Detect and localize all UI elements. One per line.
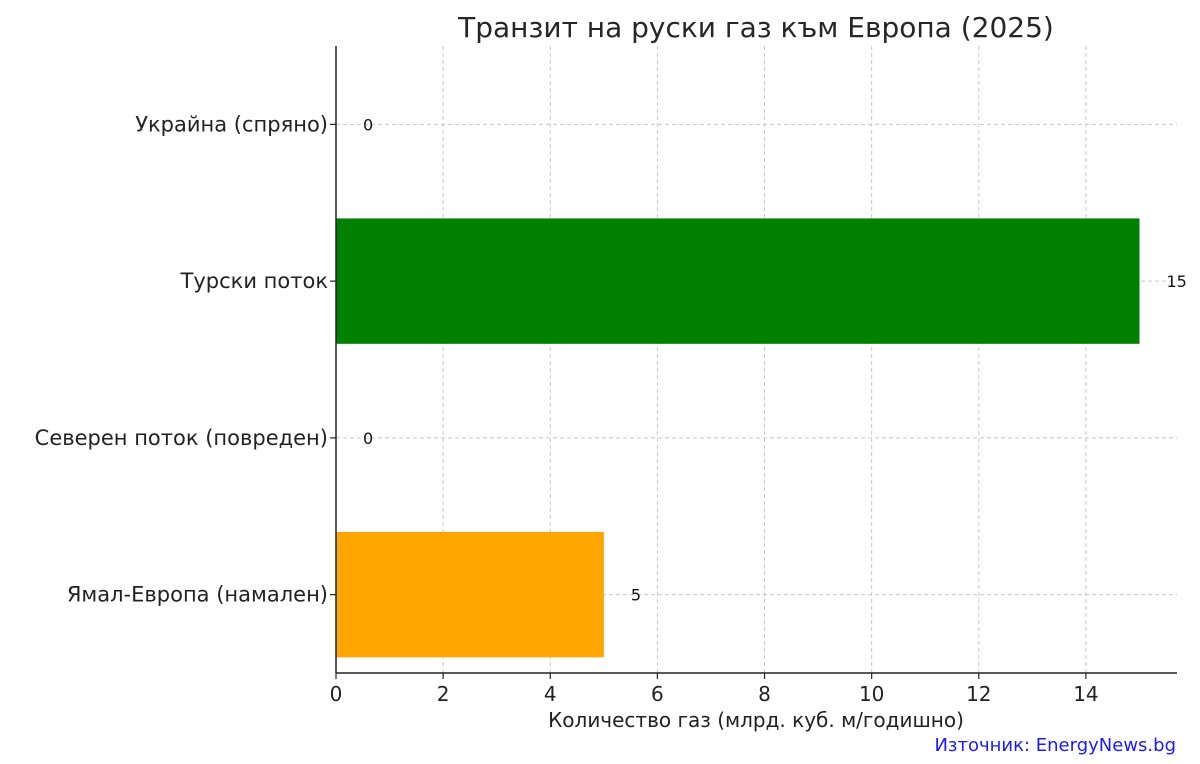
category-label: Украйна (спряно) xyxy=(135,112,328,136)
x-tick-label: 10 xyxy=(859,682,884,706)
category-label: Турски поток xyxy=(180,269,328,293)
data-label: 15 xyxy=(1167,272,1187,291)
bars-layer xyxy=(336,218,1140,658)
bar xyxy=(336,531,604,658)
x-axis-title: Количество газ (млрд. куб. м/годишно) xyxy=(548,708,964,732)
category-label: Северен поток (повреден) xyxy=(35,426,328,450)
data-label: 0 xyxy=(363,115,373,134)
x-tick-label: 2 xyxy=(437,682,450,706)
x-tick-label: 8 xyxy=(758,682,771,706)
x-tick-label: 0 xyxy=(330,682,343,706)
data-label: 5 xyxy=(631,586,641,605)
labels-layer: 0 2 4 6 8 10 12 14 Украйна (спряно) 0 Турски поток… xyxy=(35,112,1187,706)
x-tick-label: 4 xyxy=(544,682,557,706)
bar xyxy=(336,218,1140,344)
chart-title: Транзит на руски газ към Европа (2025) xyxy=(457,11,1054,44)
source-link[interactable]: Източник: EnergyNews.bg xyxy=(934,735,1176,756)
data-label: 0 xyxy=(363,429,373,448)
x-tick-label: 14 xyxy=(1073,682,1098,706)
category-label: Ямал-Европа (намален) xyxy=(67,583,328,607)
axes-layer xyxy=(335,46,1177,674)
x-tick-label: 12 xyxy=(966,682,991,706)
x-tick-label: 6 xyxy=(651,682,664,706)
